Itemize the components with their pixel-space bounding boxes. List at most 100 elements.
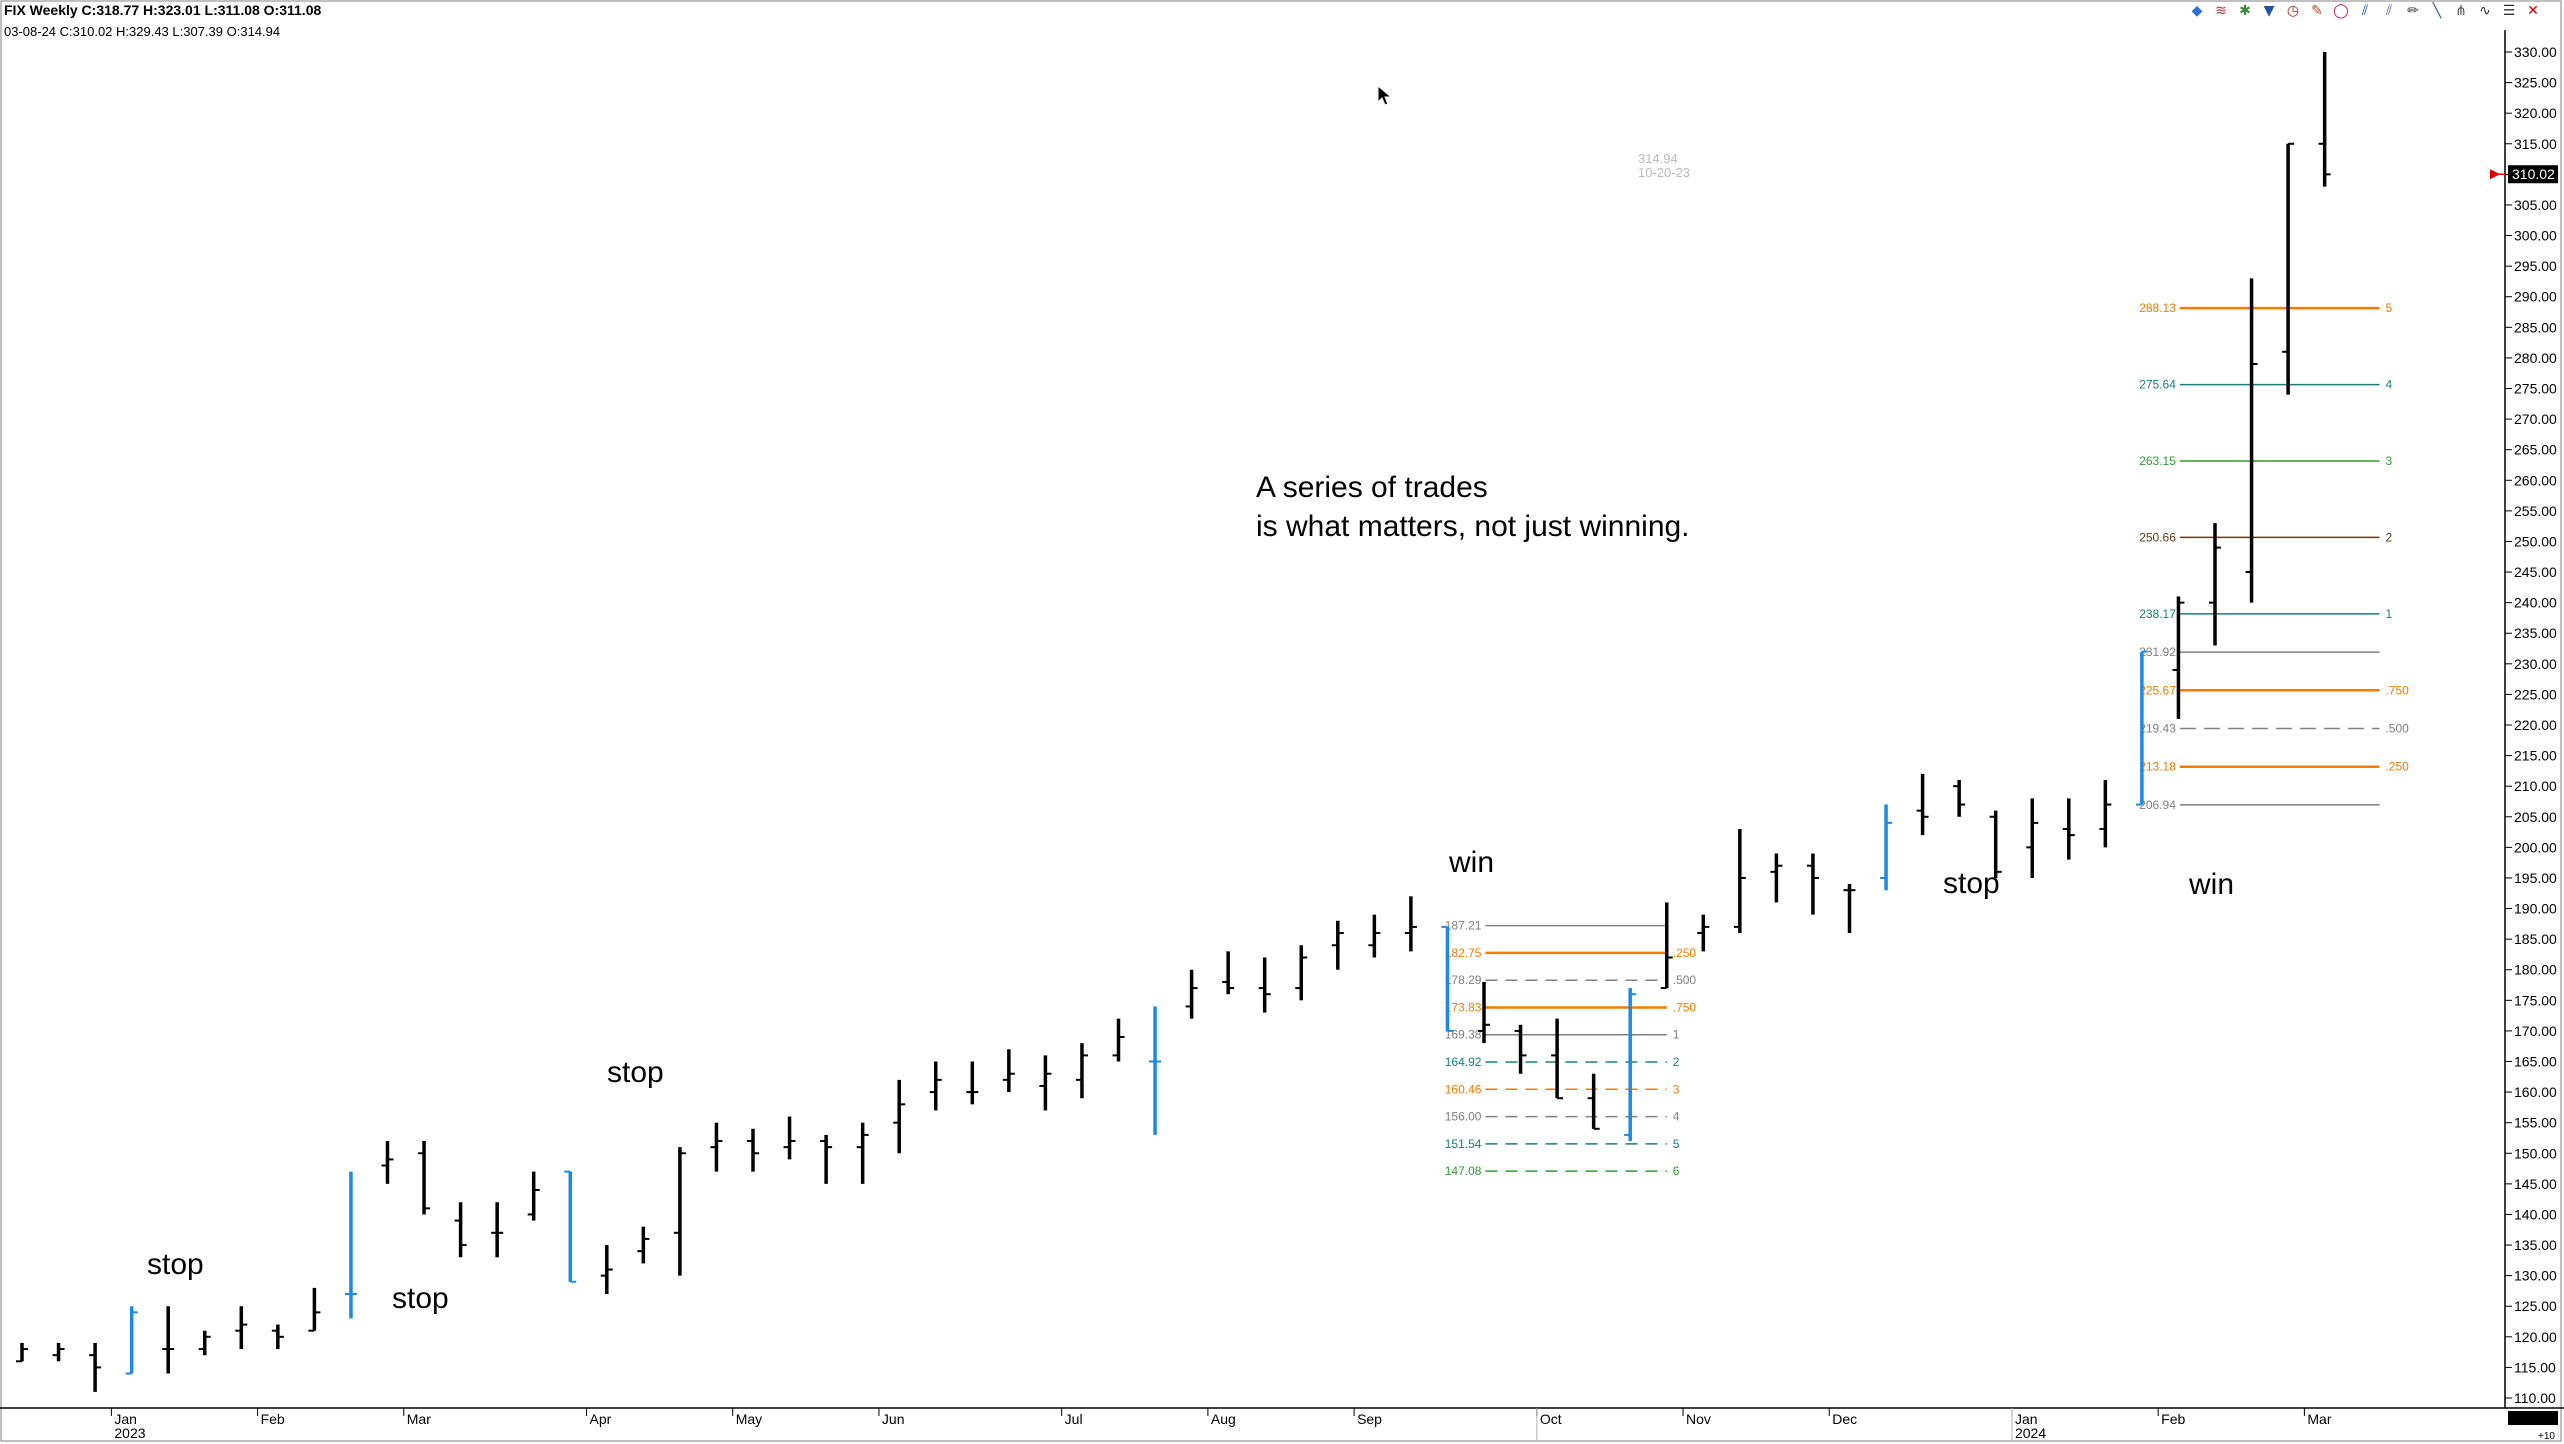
ohlc-bar[interactable] — [1806, 853, 1819, 915]
ohlc-bar[interactable] — [966, 1061, 979, 1105]
ohlc-bar[interactable] — [1478, 981, 1490, 1044]
ohlc-bar[interactable] — [1112, 1018, 1125, 1062]
pitchfork-icon[interactable]: ⋔ — [2455, 3, 2467, 19]
ohlc-bar[interactable] — [1222, 951, 1235, 995]
ellipse-icon[interactable]: ◯ — [2333, 3, 2349, 19]
close-icon[interactable]: ✕ — [2527, 3, 2539, 19]
ohlc-bar[interactable] — [710, 1122, 723, 1172]
channel-icon[interactable]: ⫽ — [2361, 3, 2369, 19]
pencil-icon[interactable]: ✏ — [2407, 3, 2419, 19]
ohlc-bar[interactable] — [2245, 278, 2258, 603]
palette-icon[interactable]: ✎ — [2311, 3, 2323, 19]
indicator-icon[interactable]: ✱ — [2239, 3, 2251, 19]
ohlc-bar[interactable] — [1002, 1049, 1015, 1093]
fib-level-ratio-label: 1 — [1673, 1028, 1680, 1042]
ohlc-bar[interactable] — [418, 1141, 431, 1215]
fib-level-price-label: 169.38 — [1445, 1028, 1482, 1042]
ohlc-bar[interactable] — [2099, 780, 2112, 848]
ohlc-bar[interactable] — [1514, 1024, 1527, 1074]
ohlc-bar[interactable] — [820, 1134, 833, 1184]
parallel-icon[interactable]: ⫽ — [2385, 3, 2393, 19]
y-tick-label: 225.00 — [2514, 686, 2557, 702]
note-line-1: A series of trades — [1256, 471, 1488, 504]
trendline-icon[interactable]: ╲ — [2432, 3, 2442, 19]
symbol-icon[interactable]: ◆ — [2191, 3, 2203, 19]
ohlc-bar[interactable] — [929, 1061, 942, 1111]
ohlc-bar[interactable] — [527, 1171, 540, 1221]
ohlc-bar[interactable] — [1624, 988, 1637, 1142]
ohlc-bar[interactable] — [2209, 523, 2221, 646]
ohlc-bar[interactable] — [1733, 829, 1746, 934]
ohlc-bar[interactable] — [1331, 920, 1344, 970]
ohlc-bar[interactable] — [1697, 914, 1710, 952]
x-tick-label: Dec — [1832, 1411, 1857, 1427]
menu-icon[interactable]: ☰ — [2502, 3, 2516, 19]
fib-level-ratio-label: 5 — [1673, 1137, 1680, 1151]
ohlc-bar[interactable] — [747, 1128, 759, 1172]
ohlc-bar[interactable] — [2172, 596, 2185, 719]
ohlc-bar[interactable] — [1660, 902, 1673, 990]
ohlc-bar[interactable] — [1551, 1018, 1564, 1100]
flag-icon[interactable]: ▼ — [2263, 3, 2275, 19]
ohlc-bar[interactable] — [856, 1122, 869, 1184]
ohlc-bar[interactable] — [1770, 853, 1783, 903]
ohlc-bar[interactable] — [1185, 969, 1198, 1019]
ohlc-bar[interactable] — [1916, 773, 1929, 836]
x-tick-label: 2023 — [114, 1425, 145, 1441]
ohlc-bar[interactable] — [564, 1170, 577, 1283]
y-tick-label: 300.00 — [2514, 228, 2557, 244]
ohlc-bar[interactable] — [1258, 957, 1271, 1013]
ohlc-bar[interactable] — [381, 1141, 394, 1184]
ohlc-bar[interactable] — [454, 1202, 467, 1258]
fib-level-price-label: 225.67 — [2139, 683, 2176, 697]
ohlc-bar[interactable] — [1953, 780, 1966, 817]
ohlc-bar[interactable] — [1587, 1073, 1600, 1130]
ohlc-bar[interactable] — [783, 1116, 796, 1160]
ohlc-bar[interactable] — [344, 1171, 357, 1319]
ohlc-bar[interactable] — [2282, 142, 2295, 395]
ohlc-bar[interactable] — [1075, 1043, 1088, 1099]
ohlc-bar[interactable] — [89, 1342, 102, 1392]
ohlc-bar[interactable] — [125, 1306, 138, 1375]
ohlc-bar[interactable] — [1843, 884, 1856, 934]
ohlc-bar[interactable] — [1295, 945, 1308, 1001]
ohlc-bar[interactable] — [1989, 810, 2002, 878]
x-tick-label: Nov — [1686, 1411, 1711, 1427]
hover-price: 314.94 — [1638, 151, 1678, 166]
bars-icon[interactable]: ≋ — [2215, 3, 2227, 19]
ohlc-bar[interactable] — [235, 1306, 248, 1350]
ohlc-bar[interactable] — [1404, 896, 1417, 952]
x-tick-label: Feb — [2161, 1411, 2185, 1427]
ohlc-bar[interactable] — [673, 1147, 686, 1276]
ohlc-bar[interactable] — [1441, 925, 1454, 1032]
fib-level-ratio-label: 2 — [1673, 1055, 1680, 1069]
y-tick-label: 320.00 — [2514, 105, 2557, 121]
header-ohlc-hover: 03-08-24 C:310.02 H:329.43 L:307.39 O:31… — [4, 24, 281, 39]
x-tick-label: Mar — [407, 1411, 431, 1427]
fib-level-price-label: 250.66 — [2139, 530, 2176, 544]
y-tick-label: 280.00 — [2514, 350, 2557, 366]
ohlc-bar[interactable] — [1368, 914, 1381, 958]
ohlc-bar[interactable] — [1039, 1055, 1052, 1111]
ohlc-bar[interactable] — [52, 1342, 65, 1362]
ohlc-bar[interactable] — [637, 1226, 650, 1264]
ohlc-bar[interactable] — [308, 1287, 321, 1332]
ohlc-bar[interactable] — [491, 1202, 504, 1258]
ohlc-bar[interactable] — [2026, 798, 2039, 878]
ohlc-bar[interactable] — [1880, 804, 1893, 891]
ohlc-bar[interactable] — [271, 1324, 284, 1350]
ohlc-bar[interactable] — [600, 1245, 613, 1294]
ohlc-bar[interactable] — [2135, 650, 2148, 806]
ohlc-bar[interactable] — [1149, 1006, 1162, 1135]
ohlc-bar[interactable] — [893, 1079, 906, 1154]
y-tick-label: 245.00 — [2514, 564, 2557, 580]
wave-icon[interactable]: ∿ — [2479, 3, 2491, 19]
ohlc-bar[interactable] — [16, 1342, 28, 1363]
ohlc-bar[interactable] — [2062, 798, 2075, 860]
ohlc-bar[interactable] — [198, 1330, 211, 1356]
clock-icon[interactable]: ◷ — [2286, 3, 2300, 19]
fib-level-ratio-label: 2 — [2385, 530, 2392, 544]
ohlc-bar[interactable] — [2318, 52, 2331, 187]
ohlc-bar[interactable] — [162, 1306, 175, 1374]
